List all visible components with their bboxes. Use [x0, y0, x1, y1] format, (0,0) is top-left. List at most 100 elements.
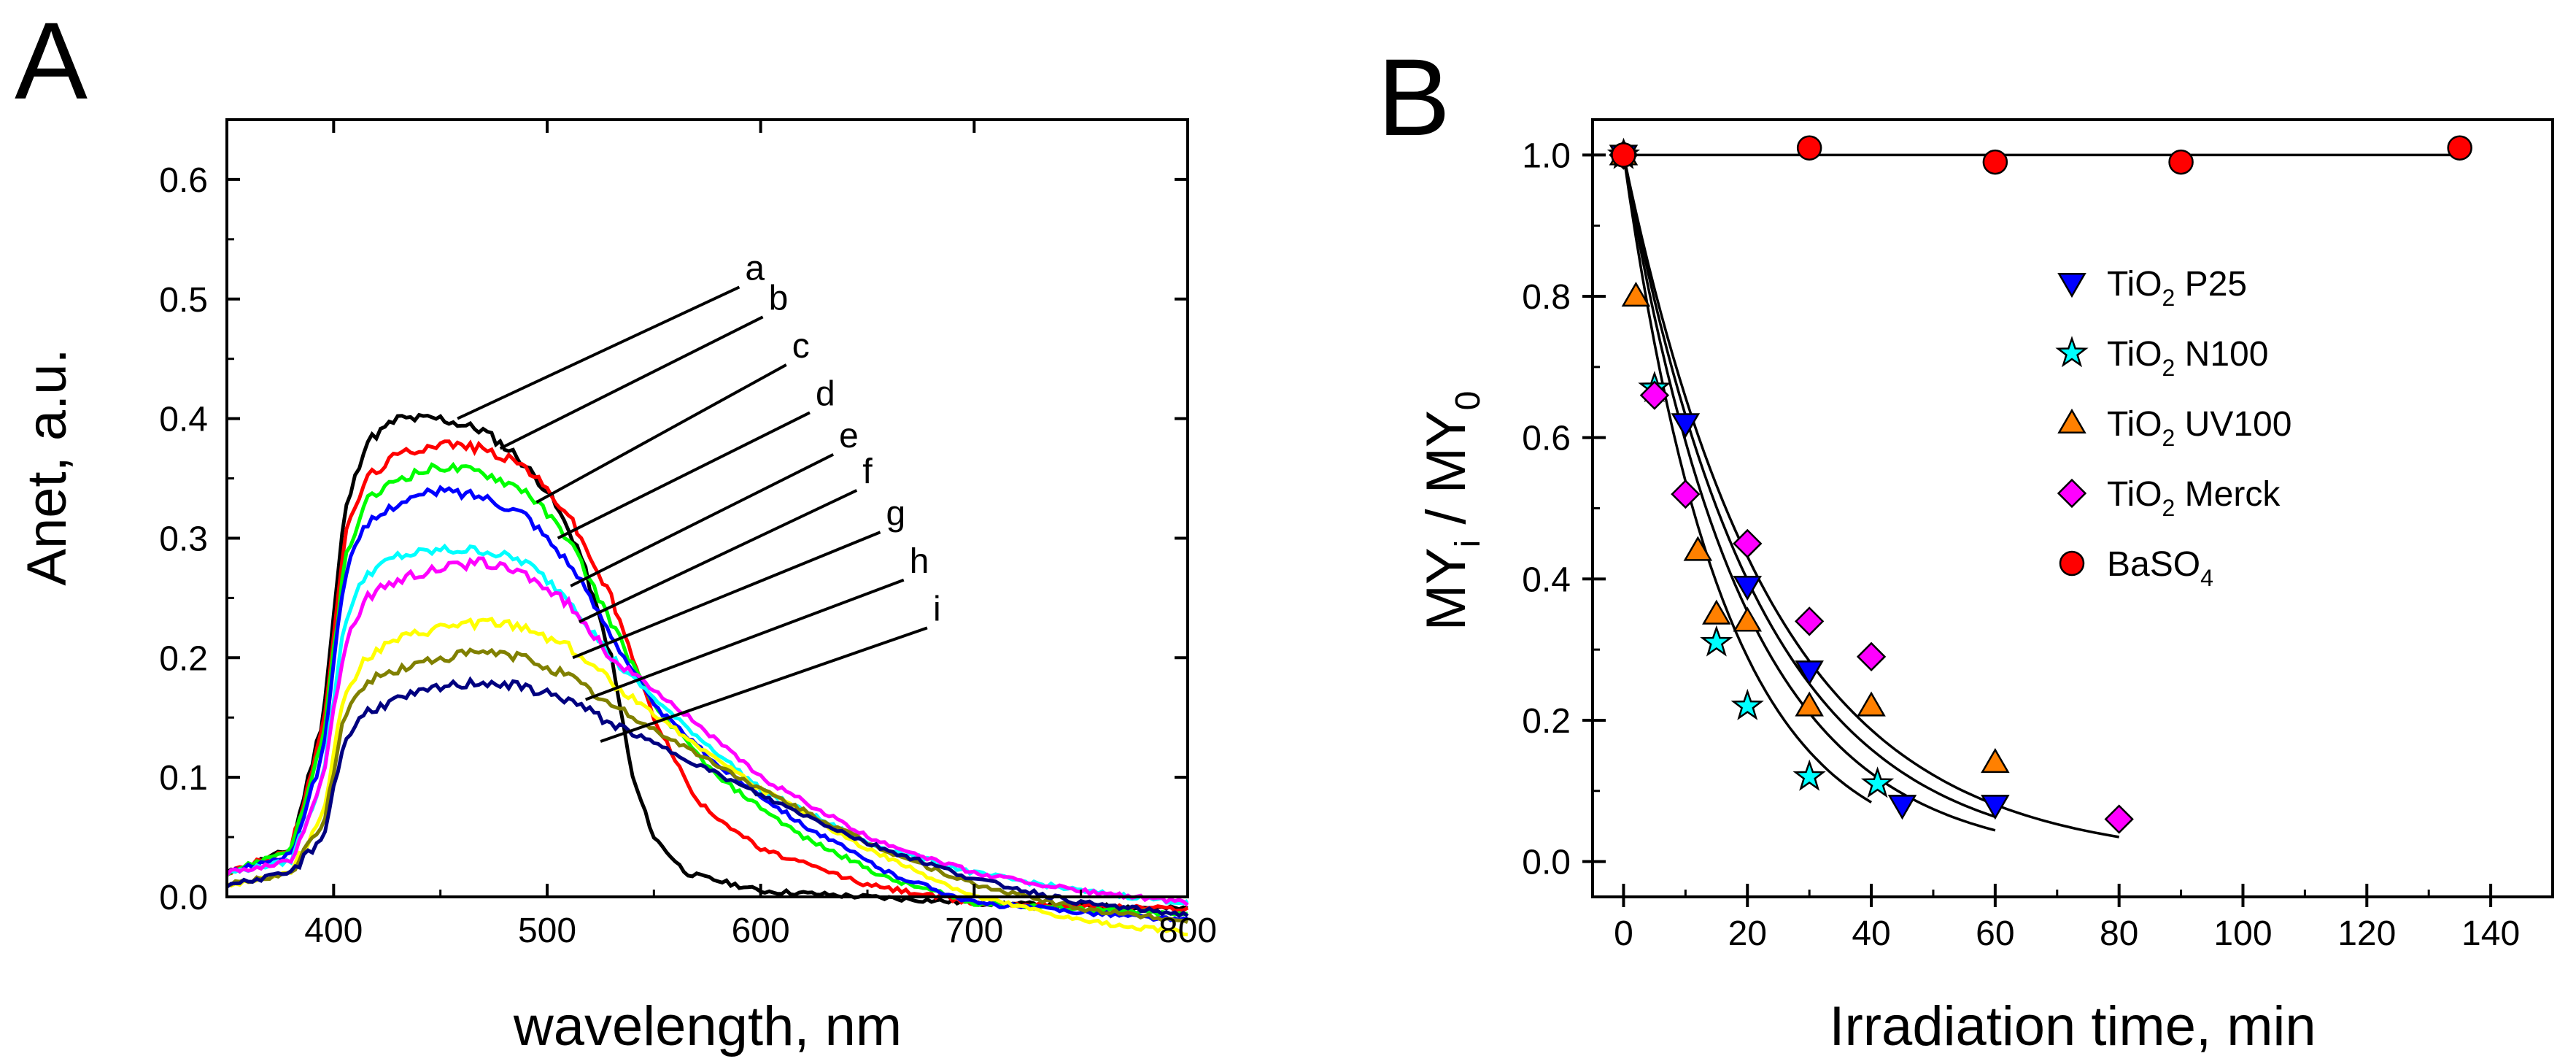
curve-leader-i [600, 626, 928, 743]
chart-a-x-tick-label: 400 [304, 911, 363, 950]
data-point-triangle-up [1702, 599, 1731, 625]
legend-label: TiO2 Merck [2107, 475, 2281, 521]
legend-label-main: BaSO [2107, 545, 2200, 584]
data-point-triangle-down [1733, 575, 1763, 601]
chart-b-x-tick-label: 60 [1976, 914, 2014, 953]
curve-label-b: b [769, 279, 789, 317]
data-point-diamond [1733, 528, 1763, 559]
chart-b-y-tick-label: 0.2 [1522, 702, 1571, 741]
data-point-circle [1611, 142, 1636, 168]
data-point-star [1792, 759, 1826, 791]
chart-b-x-tick-label: 80 [2100, 914, 2138, 953]
legend-label-main: TiO [2107, 405, 2162, 444]
chart-b-x-tick-label: 40 [1852, 914, 1890, 953]
chart-b-x-axis-title: Irradiation time, min [1829, 995, 2316, 1057]
legend-label: BaSO4 [2107, 545, 2213, 591]
chart-b-y-title-sub-1: i [1449, 540, 1488, 548]
curve-label-e: e [839, 417, 859, 455]
data-point-circle [2447, 135, 2472, 161]
data-point-circle [1982, 149, 2008, 175]
legend-label-main: TiO [2107, 265, 2162, 304]
curve-label-d: d [816, 374, 835, 413]
chart-a-y-tick-label: 0.0 [159, 879, 208, 917]
chart-a-x-axis-title: wavelength, nm [513, 995, 902, 1057]
legend-marker-triangle-up [2057, 408, 2086, 434]
data-point-triangle-up [1621, 281, 1651, 307]
data-point-triangle-down [1671, 413, 1701, 439]
curve-label-h: h [910, 542, 929, 581]
legend-label-rest: Merck [2175, 475, 2281, 514]
curve-leader-e [570, 452, 835, 587]
chart-b-data-layer [1606, 135, 2472, 839]
spectrum-curve-f [225, 556, 1189, 907]
chart-b-x-tick-label: 120 [2337, 914, 2396, 953]
chart-b-y-tick-label: 1.0 [1522, 136, 1571, 175]
chart-a-ticks: 400 500 600 700 800 0.0 0.1 0.2 0.3 0.4 0.5 0.6 [159, 118, 1217, 950]
spectrum-curve-i [225, 676, 1189, 919]
data-point-triangle-down [1981, 795, 2010, 820]
chart-b-y-axis-title: MYi / MY0 [1415, 391, 1488, 631]
legend-marker-diamond [2057, 478, 2087, 509]
chart-b-y-tick-label: 0.0 [1522, 844, 1571, 882]
curve-leader-b [499, 315, 764, 450]
data-point-diamond [1794, 606, 1825, 636]
legend-label-rest: P25 [2175, 265, 2247, 304]
data-point-star [1860, 766, 1895, 798]
chart-b-x-tick-label: 20 [1728, 914, 1767, 953]
chart-b-y-title-part-2: / MY [1415, 410, 1477, 539]
spectrum-curve-b [226, 439, 1189, 913]
chart-b-ticks: 0 20 40 60 80 100 120 140 0.0 0.2 0.4 0.6 0.8 1.0 [1522, 136, 2520, 953]
data-point-diamond [1671, 479, 1701, 509]
data-point-triangle-up [1795, 691, 1824, 717]
legend-label-rest: UV100 [2175, 405, 2291, 444]
data-point-star [1730, 688, 1764, 720]
chart-a-y-axis-title: Anet, a.u. [16, 348, 78, 585]
legend-label-main: TiO [2107, 335, 2162, 374]
legend-marker-circle [2059, 550, 2085, 577]
spectrum-curve-h [226, 647, 1188, 925]
curve-label-f: f [862, 452, 873, 491]
data-point-triangle-up [1733, 606, 1763, 632]
curve-leader-g [572, 531, 881, 660]
legend-label-sub: 2 [2162, 355, 2175, 381]
chart-b-y-title-part-1: MY [1415, 547, 1477, 631]
chart-a-x-tick-label: 600 [732, 911, 790, 950]
curve-leader-c [535, 363, 787, 504]
legend-label-main: TiO [2107, 475, 2162, 514]
spectrum-curve-g [226, 617, 1188, 937]
curve-leader-d [557, 411, 811, 540]
data-point-triangle-down [1795, 660, 1824, 686]
legend-label: TiO2 N100 [2107, 335, 2268, 381]
curve-leader-f [579, 489, 858, 623]
spectrum-curve-c [225, 461, 1188, 917]
chart-a-x-tick-label: 800 [1159, 911, 1217, 950]
curve-leader-h [584, 578, 905, 701]
spectrum-curve-a [225, 412, 1188, 911]
curve-label-a: a [745, 249, 765, 288]
legend-label-rest: N100 [2175, 335, 2268, 374]
data-point-circle [1796, 135, 1822, 161]
legend-marker-triangle-down [2057, 272, 2086, 298]
chart-a-y-tick-label: 0.5 [159, 281, 208, 320]
legend-label-sub: 4 [2200, 565, 2213, 591]
chart-a-y-tick-label: 0.1 [159, 759, 208, 798]
curve-label-c: c [792, 327, 810, 366]
chart-a-x-tick-label: 700 [945, 911, 1003, 950]
chart-b-x-tick-label: 0 [1614, 914, 1633, 953]
chart-b-y-tick-label: 0.6 [1522, 420, 1571, 458]
chart-a-y-tick-label: 0.2 [159, 639, 208, 678]
data-point-diamond [2104, 804, 2134, 834]
chart-a-y-tick-label: 0.4 [159, 401, 208, 439]
data-point-triangle-up [1981, 747, 2010, 774]
panel-a-letter: A [15, 0, 88, 122]
chart-b-x-tick-label: 140 [2461, 914, 2520, 953]
curve-label-i: i [933, 590, 941, 628]
legend-label: TiO2 P25 [2107, 265, 2247, 311]
curve-label-g: g [886, 494, 906, 533]
chart-a-y-tick-label: 0.6 [159, 161, 208, 200]
